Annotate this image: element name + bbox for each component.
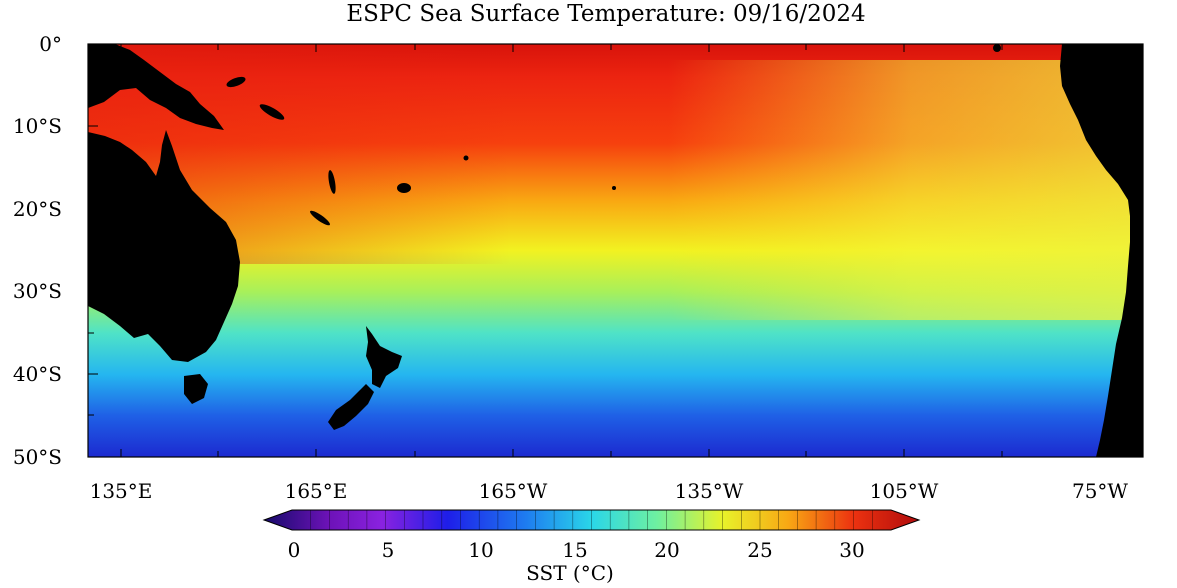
new-zealand-north-land: [366, 326, 402, 388]
land-masses: [88, 44, 1143, 457]
colorbar-tick-25: 25: [747, 538, 772, 562]
lon-label-105w: 105°W: [870, 479, 939, 503]
colorbar-tick-15: 15: [562, 538, 587, 562]
east-cool-tongue: [88, 60, 1143, 320]
new-britain-land: [226, 76, 246, 88]
new-zealand-south-land: [328, 384, 374, 430]
australia-land: [88, 130, 240, 362]
vanuatu-land: [328, 170, 336, 194]
lat-label-50s: 50°S: [13, 445, 62, 469]
left-major-ticks: [88, 43, 98, 458]
solomon-islands-land: [259, 104, 285, 120]
colorbar-label: SST (°C): [526, 561, 614, 585]
axis-ticks: [88, 43, 1143, 458]
chart-title: ESPC Sea Surface Temperature: 09/16/2024: [346, 1, 865, 27]
colorbar-tick-labels: 0 5 10 15 20 25 30: [288, 538, 865, 562]
south-america-land: [1060, 44, 1143, 457]
right-major-ticks: [1133, 43, 1143, 458]
lat-label-0: 0°: [39, 32, 62, 56]
lat-label-30s: 30°S: [13, 279, 62, 303]
colorbar-dividers: [310, 510, 873, 530]
tasmania-land: [184, 374, 208, 404]
colorbar-tick-30: 30: [839, 538, 864, 562]
lon-label-135w: 135°W: [675, 479, 744, 503]
new-guinea-land: [88, 44, 224, 130]
top-ticks: [120, 44, 1101, 52]
colorbar: 0 5 10 15 20 25 30 SST (°C): [262, 509, 921, 585]
lat-label-10s: 10°S: [13, 114, 62, 138]
colorbar-tick-5: 5: [382, 538, 395, 562]
left-minor-ticks: [88, 84, 94, 416]
latitude-labels: 0° 10°S 20°S 30°S 40°S 50°S: [13, 32, 62, 469]
colorbar-divider-lines: [310, 510, 873, 530]
fiji-land: [397, 183, 411, 193]
cook-island-land: [612, 186, 616, 190]
lon-label-135e: 135°E: [90, 479, 153, 503]
lon-label-165e: 165°E: [285, 479, 348, 503]
sst-map: [88, 44, 1143, 457]
lon-label-75w: 75°W: [1072, 479, 1128, 503]
samoa-land: [463, 155, 469, 161]
right-minor-ticks: [1137, 84, 1143, 416]
lat-label-20s: 20°S: [13, 197, 62, 221]
longitude-labels: 135°E 165°E 165°W 135°W 105°W 75°W: [90, 479, 1129, 503]
lat-label-40s: 40°S: [13, 362, 62, 386]
colorbar-tick-10: 10: [468, 538, 493, 562]
new-caledonia-land: [310, 210, 330, 226]
colorbar-tick-20: 20: [654, 538, 679, 562]
bottom-ticks: [120, 449, 1101, 457]
galapagos-land: [993, 44, 1001, 52]
colorbar-tick-0: 0: [288, 538, 301, 562]
lon-label-165w: 165°W: [479, 479, 548, 503]
